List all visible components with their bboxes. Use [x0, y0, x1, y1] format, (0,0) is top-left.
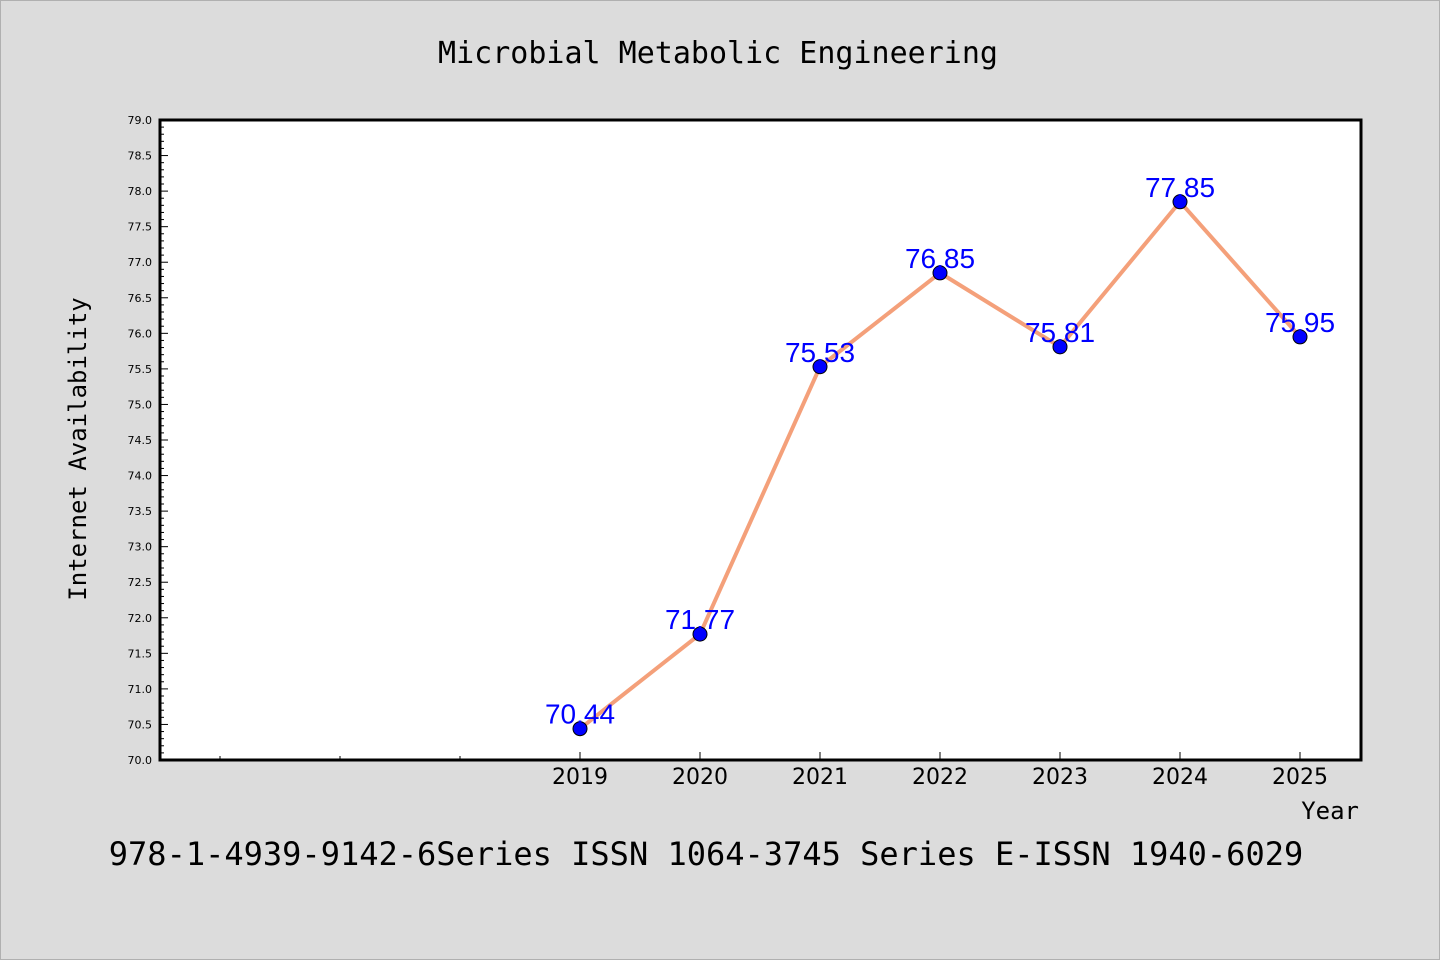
data-label: 70.44 [545, 699, 615, 730]
footer-text: 978-1-4939-9142-6Series ISSN 1064-3745 S… [109, 835, 1303, 873]
y-tick-label: 77.5 [128, 221, 153, 234]
data-point [1292, 329, 1308, 345]
y-tick-label: 72.5 [128, 576, 153, 589]
x-tick-label: 2022 [912, 765, 968, 790]
y-tick-label: 71.0 [128, 683, 153, 696]
data-label: 76.85 [905, 243, 975, 274]
data-label: 71.77 [665, 604, 735, 635]
y-tick-label: 70.0 [128, 754, 153, 767]
x-axis: 2019 2020 2021 2022 2023 2024 2025 [219, 752, 1328, 790]
x-tick-label: 2024 [1152, 765, 1208, 790]
x-tick-label: 2020 [672, 765, 728, 790]
chart-title: Microbial Metabolic Engineering [438, 36, 998, 71]
y-tick-label: 74.5 [128, 434, 153, 447]
data-point [1052, 339, 1068, 355]
data-label: 75.95 [1265, 307, 1335, 338]
x-tick-label: 2021 [792, 765, 848, 790]
series-layer: 70.44 71.77 75.53 76.85 75.81 77.85 75.95 [545, 172, 1335, 737]
y-tick-label: 78.5 [128, 150, 153, 163]
plot-area [160, 120, 1361, 760]
y-tick-label: 70.5 [128, 718, 153, 731]
data-point [932, 265, 948, 281]
data-point [692, 626, 708, 642]
y-tick-label: 74.0 [128, 470, 153, 483]
x-axis-label: Year [1301, 797, 1359, 825]
y-tick-label: 71.5 [128, 647, 153, 660]
y-tick-label: 73.5 [128, 505, 153, 518]
y-tick-label: 77.0 [128, 256, 153, 269]
data-label: 75.53 [785, 337, 855, 368]
y-tick-label: 72.0 [128, 612, 153, 625]
y-tick-label: 76.0 [128, 327, 153, 340]
x-tick-label: 2019 [552, 765, 608, 790]
x-tick-label: 2025 [1272, 765, 1328, 790]
data-label: 77.85 [1145, 172, 1215, 203]
y-tick-label: 75.5 [128, 363, 153, 376]
data-point [572, 721, 588, 737]
y-tick-label: 79.0 [128, 114, 153, 127]
data-point [812, 359, 828, 375]
plot-frame [158, 118, 1363, 762]
y-tick-label: 76.5 [128, 292, 153, 305]
y-tick-label: 73.0 [128, 541, 153, 554]
y-tick-label: 78.0 [128, 185, 153, 198]
data-label: 75.81 [1025, 317, 1095, 348]
y-tick-label: 75.0 [128, 398, 153, 411]
y-axis-label: Internet Availability [64, 297, 92, 600]
x-tick-label: 2023 [1032, 765, 1088, 790]
data-point [1172, 194, 1188, 210]
